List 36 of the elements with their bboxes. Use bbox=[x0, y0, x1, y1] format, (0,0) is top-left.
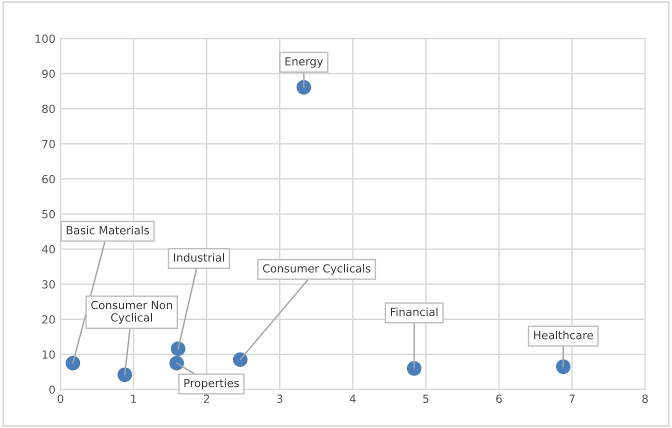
x-tick-label: 4 bbox=[350, 394, 356, 403]
y-tick-label: 40 bbox=[42, 245, 55, 254]
annotation: Properties bbox=[184, 378, 239, 390]
y-tick-label: 80 bbox=[42, 104, 55, 114]
y-tick-label: 100 bbox=[36, 34, 55, 43]
annotation: Basic Materials bbox=[66, 226, 150, 234]
y-tick-label: 0 bbox=[49, 385, 55, 394]
y-tick-label: 10 bbox=[42, 350, 55, 359]
y-tick-label: 70 bbox=[42, 140, 55, 148]
annotation: Consumer Cyclicals bbox=[262, 264, 370, 275]
point bbox=[296, 80, 312, 95]
y-tick-label: 50 bbox=[42, 210, 55, 218]
point bbox=[556, 359, 571, 374]
annotation: Energy bbox=[285, 57, 323, 68]
point bbox=[66, 356, 80, 370]
y-tick-label: 90 bbox=[42, 70, 55, 78]
x-tick-label: 1 bbox=[131, 394, 136, 403]
x-tick-label: 8 bbox=[642, 394, 648, 403]
x-tick-label: 2 bbox=[204, 394, 210, 403]
x-tick-label: 5 bbox=[423, 394, 428, 403]
x-tick-label: 6 bbox=[496, 394, 502, 403]
annotation: Industrial bbox=[174, 253, 224, 262]
point bbox=[169, 356, 184, 370]
point bbox=[170, 341, 186, 356]
annotation: Consumer Non Cyclical bbox=[91, 300, 172, 324]
y-tick-label: 20 bbox=[42, 315, 55, 324]
x-tick-label: 7 bbox=[569, 394, 575, 403]
x-tick-label: 3 bbox=[277, 394, 282, 403]
point bbox=[406, 361, 422, 376]
point bbox=[118, 367, 132, 382]
point bbox=[232, 352, 248, 367]
annotation: Healthcare bbox=[534, 330, 593, 340]
annotation: Financial bbox=[390, 307, 438, 316]
y-tick-label: 30 bbox=[42, 280, 55, 289]
x-tick-label: 0 bbox=[58, 394, 64, 403]
y-tick-label: 60 bbox=[42, 174, 55, 184]
